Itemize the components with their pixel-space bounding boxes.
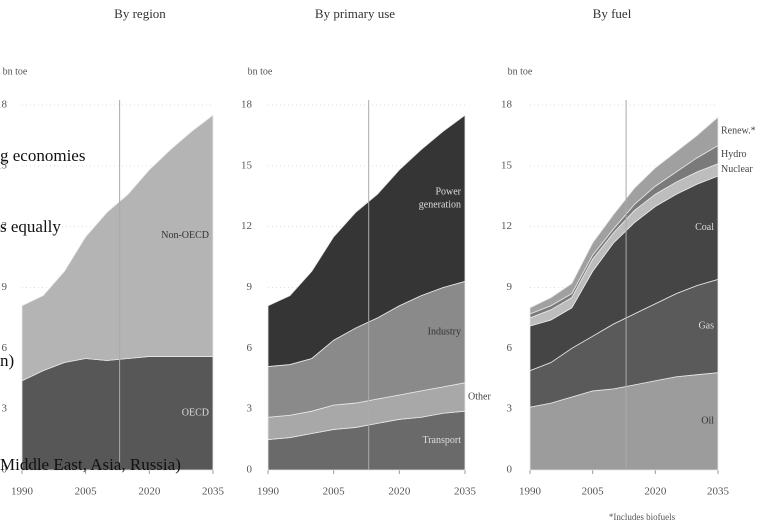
x-tick-label: 2005 [582, 486, 605, 498]
x-tick-label: 2035 [707, 486, 730, 498]
y-tick-label: 9 [2, 281, 8, 293]
y-axis-label: bn toe [3, 66, 28, 77]
series-label: Transport [422, 435, 461, 446]
x-tick-label: 2020 [644, 486, 667, 498]
series-label: Non-OECD [161, 230, 209, 241]
x-tick-label: 1990 [11, 486, 34, 498]
series-label: Oil [701, 416, 714, 427]
overlay-text: s equally [0, 217, 61, 236]
series-label: Gas [698, 320, 714, 331]
series-label-text: Power [435, 187, 461, 198]
series-label: Nuclear [721, 164, 753, 175]
overlay-text: Middle East, Asia, Russia) [0, 455, 181, 474]
x-tick-label: 2005 [323, 486, 346, 498]
overlay-text: n) [0, 351, 14, 370]
y-tick-label: 12 [501, 220, 512, 232]
y-tick-label: 0 [507, 464, 513, 476]
x-tick-label: 1990 [519, 486, 542, 498]
footnote: *Includes biofuels [609, 512, 676, 522]
y-tick-label: 0 [2, 464, 8, 476]
chart-title: By fuel [593, 6, 632, 21]
y-tick-label: 18 [0, 99, 8, 111]
chart-title: By primary use [315, 6, 395, 21]
area-segment [529, 116, 719, 315]
series-label: OECD [182, 408, 209, 419]
y-tick-label: 6 [2, 342, 8, 354]
series-label: Industry [428, 326, 461, 337]
overlay-text: g economies [0, 146, 85, 165]
chart-title: By region [114, 6, 166, 21]
series-label: Renew.* [721, 126, 756, 137]
y-tick-label: 15 [241, 159, 253, 171]
y-tick-label: 12 [0, 220, 7, 232]
y-tick-label: 18 [241, 99, 253, 111]
area-segment [267, 114, 466, 368]
y-tick-label: 6 [507, 342, 513, 354]
x-tick-label: 2020 [388, 486, 411, 498]
area-segment [21, 114, 214, 382]
y-tick-label: 15 [501, 159, 513, 171]
x-tick-label: 2035 [454, 486, 477, 498]
y-tick-label: 3 [2, 403, 8, 415]
y-tick-label: 12 [241, 220, 252, 232]
series-label: Other [468, 391, 491, 402]
y-tick-label: 9 [247, 281, 253, 293]
y-tick-label: 6 [247, 342, 253, 354]
series-label: Hydro [721, 149, 747, 160]
y-tick-label: 9 [507, 281, 513, 293]
y-tick-label: 3 [507, 403, 513, 415]
y-tick-label: 18 [501, 99, 513, 111]
x-tick-label: 1990 [257, 486, 280, 498]
series-label-text: generation [419, 200, 461, 211]
series-label: Coal [695, 222, 714, 233]
y-axis-label: bn toe [248, 66, 273, 77]
y-tick-label: 3 [247, 403, 253, 415]
x-tick-label: 2035 [202, 486, 225, 498]
x-tick-label: 2005 [75, 486, 98, 498]
y-tick-label: 0 [247, 464, 253, 476]
y-axis-label: bn toe [508, 66, 533, 77]
y-tick-label: 15 [0, 159, 8, 171]
series-label: Power generation [419, 187, 462, 211]
x-tick-label: 2020 [138, 486, 161, 498]
